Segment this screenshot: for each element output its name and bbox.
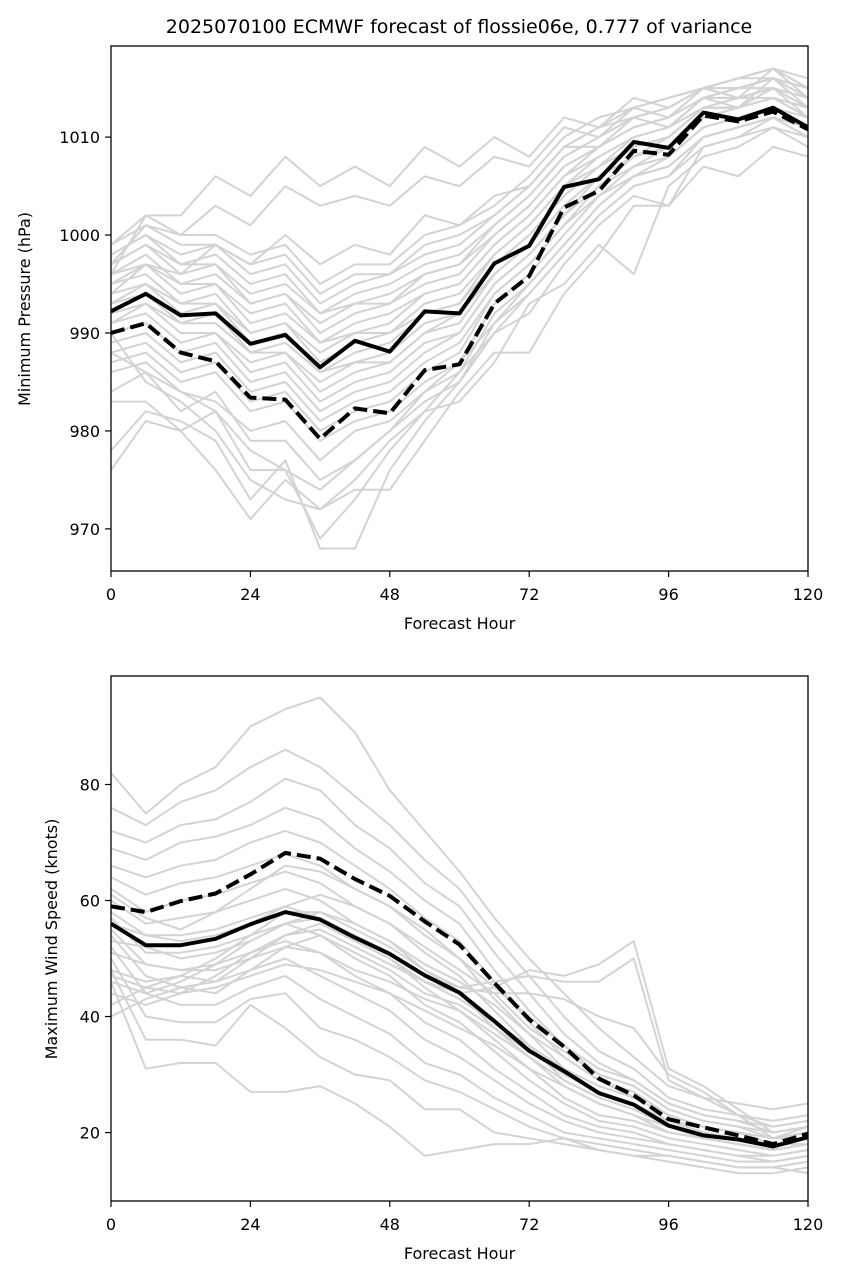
wind-mean-line bbox=[111, 910, 808, 1149]
pressure-ensemble-member-line bbox=[111, 106, 808, 432]
pressure-x-tick-label: 72 bbox=[519, 585, 539, 604]
pressure-x-tick-label: 120 bbox=[793, 585, 824, 604]
wind-ensemble-member-line bbox=[111, 748, 808, 1122]
wind-composite-line bbox=[111, 850, 808, 1147]
wind-ensemble-member-line bbox=[111, 928, 808, 1157]
pressure-y-axis-label: Minimum Pressure (hPa) bbox=[15, 212, 34, 406]
pressure-series-group bbox=[111, 67, 808, 550]
pressure-y-tick-label: 990 bbox=[69, 324, 100, 343]
pressure-x-tick-label: 0 bbox=[106, 585, 116, 604]
wind-series-group bbox=[111, 696, 808, 1175]
pressure-x-tick-label: 96 bbox=[658, 585, 678, 604]
pressure-y-tick-label: 980 bbox=[69, 422, 100, 441]
pressure-ensemble-member-line bbox=[111, 77, 808, 266]
wind-ensemble-member-line bbox=[111, 957, 808, 1169]
pressure-y-tick-label: 1010 bbox=[59, 128, 100, 147]
wind-ensemble-member-line bbox=[111, 934, 808, 1146]
wind-y-tick-label: 20 bbox=[80, 1124, 100, 1143]
wind-axes-frame bbox=[110, 675, 809, 1202]
wind-y-axis-label: Maximum Wind Speed (knots) bbox=[42, 819, 61, 1060]
wind-y-tick-label: 40 bbox=[80, 1008, 100, 1027]
pressure-composite-line bbox=[111, 109, 808, 441]
wind-x-tick-label: 48 bbox=[380, 1215, 400, 1234]
pressure-panel: 0 24 48 72 96 120 970 980 990 1000 1010 Forecast Ho… bbox=[15, 45, 824, 633]
wind-x-tick-label: 96 bbox=[658, 1215, 678, 1234]
pressure-axes-frame bbox=[110, 45, 809, 572]
wind-x-axis-label: Forecast Hour bbox=[404, 1244, 516, 1263]
pressure-ensemble-member-line bbox=[111, 67, 808, 275]
wind-x-tick-label: 0 bbox=[106, 1215, 116, 1234]
pressure-x-tick-label: 24 bbox=[240, 585, 260, 604]
pressure-ensemble-member-line bbox=[111, 87, 808, 295]
wind-ensemble-member-line bbox=[111, 893, 808, 1140]
pressure-ensemble-member-line bbox=[111, 116, 808, 511]
wind-ensemble-member-line bbox=[111, 963, 808, 1151]
pressure-y-tick-label: 970 bbox=[69, 520, 100, 539]
wind-ensemble-member-line bbox=[111, 696, 808, 1111]
pressure-mean-line bbox=[111, 105, 808, 370]
wind-ensemble-member-line bbox=[111, 946, 808, 1163]
wind-x-tick-label: 72 bbox=[519, 1215, 539, 1234]
pressure-x-axis-label: Forecast Hour bbox=[404, 614, 516, 633]
chart-title: 2025070100 ECMWF forecast of flossie06e,… bbox=[166, 16, 752, 38]
pressure-ensemble-member-line bbox=[111, 116, 808, 481]
wind-ensemble-member-line bbox=[111, 864, 808, 1134]
wind-x-tick-label: 24 bbox=[240, 1215, 260, 1234]
pressure-y-tick-label: 1000 bbox=[59, 226, 100, 245]
wind-y-tick-label: 60 bbox=[80, 892, 100, 911]
wind-y-tick-label: 80 bbox=[80, 775, 100, 794]
wind-ensemble-member-line bbox=[111, 969, 808, 1175]
wind-x-tick-label: 120 bbox=[793, 1215, 824, 1234]
wind-ensemble-member-line bbox=[111, 911, 808, 1128]
wind-ensemble-member-line bbox=[111, 917, 808, 1157]
pressure-x-tick-label: 48 bbox=[380, 585, 400, 604]
pressure-ensemble-member-line bbox=[111, 145, 808, 521]
pressure-ensemble-member-line bbox=[111, 126, 808, 540]
wind-speed-panel: 0 24 48 72 96 120 20 40 60 80 Forecast Hour Maximum… bbox=[42, 675, 824, 1263]
